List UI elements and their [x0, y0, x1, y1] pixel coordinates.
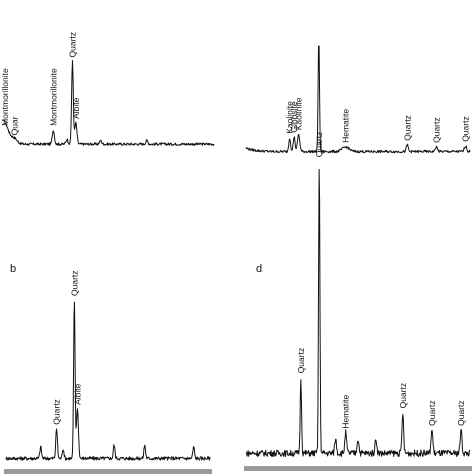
peak-label-d-2: Hematite: [341, 395, 351, 429]
diffraction-trace-c: [245, 45, 471, 154]
peak-label-a-4: Albite: [71, 97, 81, 119]
diffraction-trace-d: [245, 168, 471, 457]
panel-tag-b: b: [10, 263, 16, 275]
panel-a: MontmorilloniteQuarMontmorilloniteQuartz…: [0, 32, 215, 146]
diffraction-trace-a: [3, 60, 215, 146]
axis-bar-d: [244, 466, 472, 471]
peak-label-b-0: Quartz: [52, 399, 62, 425]
panel-d: Quartz Quartz Hematite Quartz Quartz Quartz d: [244, 132, 472, 471]
peak-label-c-7: Quartz: [461, 116, 471, 142]
axis-bar-b: [4, 469, 212, 474]
panel-b: Quartz Quartz Albite b: [4, 263, 212, 474]
peak-label-c-1: Gibbsite: [289, 101, 299, 132]
peak-label-d-5: Quartz: [456, 400, 466, 426]
peak-label-a-3: Quartz: [68, 32, 78, 58]
peak-label-c-0: Kaolinite: [285, 101, 295, 134]
peak-label-c-5: Quartz: [402, 115, 412, 141]
peak-label-d-1: Quartz: [314, 132, 324, 158]
diffraction-trace-b: [5, 301, 211, 461]
peak-label-c-4: Hematite: [341, 109, 351, 143]
peak-label-d-3: Quartz: [398, 383, 408, 409]
peak-label-d-0: Quartz: [296, 348, 306, 374]
peak-label-d-4: Quartz: [427, 400, 437, 426]
peak-label-c-2: Kaolinite: [294, 97, 304, 130]
peak-label-b-2: Albite: [72, 383, 82, 405]
peak-label-b-1: Quartz: [69, 270, 79, 296]
peak-label-a-0: Montmorillonite: [0, 68, 10, 126]
panel-tag-d: d: [256, 263, 262, 275]
peak-label-a-1: Quar: [10, 116, 20, 135]
peak-label-c-6: Quartz: [431, 117, 441, 143]
peak-label-a-2: Montmorillonite: [48, 68, 58, 126]
